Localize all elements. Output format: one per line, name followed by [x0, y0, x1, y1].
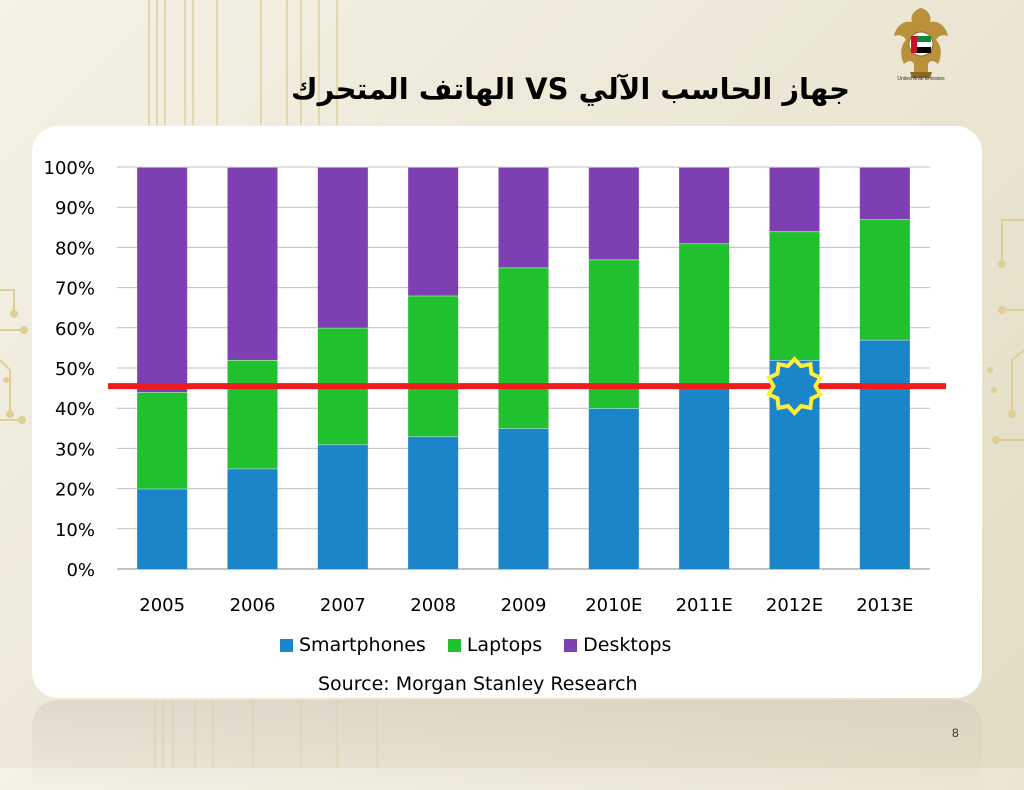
bar-shade [679, 167, 730, 244]
bar-shade [408, 167, 459, 296]
bar-shade [137, 488, 188, 569]
bar-shade [408, 295, 459, 437]
stacked-bar-chart: 0% 10% 20% 30% 40% 50% 60% 70% 80% 90% 100% 2005 200… [44, 158, 946, 616]
legend-label-laptops: Laptops [466, 634, 543, 656]
x-tick-label: 2005 [139, 595, 185, 616]
y-tick-label: 30% [55, 439, 95, 460]
circuit-decoration-left [0, 289, 28, 424]
x-tick-label: 2013E [856, 595, 913, 616]
bar-shade [859, 167, 910, 220]
y-tick-label: 90% [55, 198, 95, 219]
panel-reflection [32, 700, 982, 790]
bar-shade [137, 392, 188, 489]
bar-shade [227, 359, 278, 469]
bar-shade [859, 339, 910, 569]
bar-shade [769, 167, 820, 232]
bar-shade [317, 167, 368, 328]
y-tick-label: 20% [55, 480, 95, 501]
bar-shade [227, 468, 278, 569]
bar-shade [498, 428, 549, 569]
x-tick-label: 2010E [585, 595, 642, 616]
x-tick-label: 2007 [320, 595, 366, 616]
bar-shade [588, 167, 639, 260]
bar-shade [498, 267, 549, 429]
bar-shade [679, 388, 730, 569]
legend-item-laptops: Laptops [447, 634, 543, 656]
x-tick-label: 2011E [676, 595, 733, 616]
x-tick-label: 2009 [501, 595, 547, 616]
legend-swatch-smartphones [280, 638, 293, 652]
y-tick-label: 70% [55, 279, 95, 300]
uae-eagle-emblem-icon [894, 8, 948, 78]
bar-shade [408, 436, 459, 569]
legend-item-smartphones: Smartphones [280, 634, 426, 656]
bar-shade [588, 408, 639, 569]
y-tick-label: 80% [55, 238, 95, 259]
bar-shade [137, 167, 188, 393]
x-tick-label: 2008 [410, 595, 456, 616]
highlight-starburst-marker [765, 356, 824, 417]
page-number: 8 [952, 726, 959, 740]
x-tick-label: 2006 [230, 595, 276, 616]
bar-shade [769, 231, 820, 360]
legend-swatch-desktops [564, 638, 578, 652]
source-note: Source: Morgan Stanley Research [318, 673, 638, 695]
emblem-caption: United Arab Emirates [897, 76, 945, 82]
circuit-decoration-right [987, 219, 1024, 444]
legend-label-smartphones: Smartphones [299, 634, 426, 656]
legend-label-desktops: Desktops [583, 634, 672, 656]
x-tick-label: 2012E [766, 595, 823, 616]
y-tick-label: 40% [55, 399, 95, 420]
chart-legend: Smartphones Laptops Desktops [280, 634, 693, 656]
bar-shade [317, 444, 368, 569]
legend-swatch-laptops [447, 638, 461, 652]
slide-title: جهاز الحاسب الآلي VS الهاتف المتحرك [291, 72, 850, 106]
bar-shade [498, 167, 549, 268]
bar-shade [859, 219, 910, 340]
y-tick-label: 10% [55, 520, 95, 541]
y-tick-label: 0% [66, 560, 95, 581]
y-tick-label: 60% [55, 319, 95, 340]
legend-item-desktops: Desktops [564, 634, 671, 656]
bar-shade [227, 167, 278, 360]
y-tick-label: 100% [44, 158, 95, 179]
y-tick-label: 50% [55, 359, 95, 380]
decorative-stripes-top [140, 0, 340, 125]
bar-shade [679, 243, 730, 389]
